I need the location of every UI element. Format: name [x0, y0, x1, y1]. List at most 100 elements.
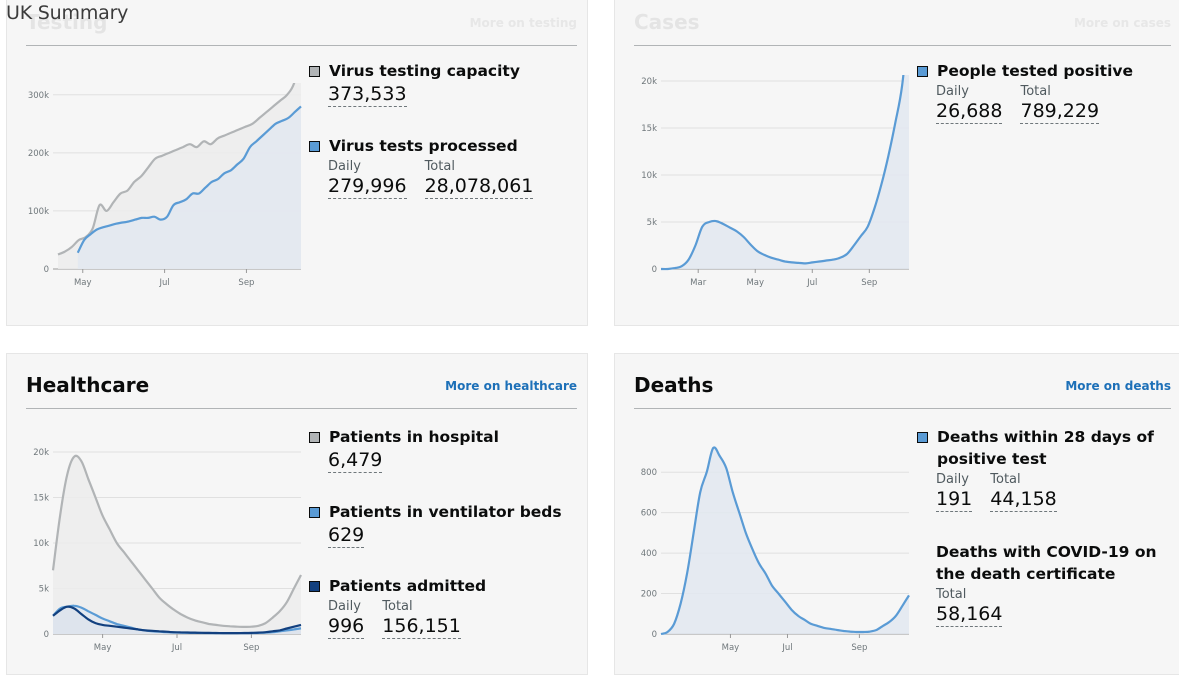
- deaths-x-tick-label: Jul: [781, 643, 792, 653]
- healthcare-x-tick-label: May: [94, 643, 112, 653]
- deaths-y-tick-label: 200: [641, 590, 657, 600]
- capacity-value[interactable]: 373,533: [328, 83, 407, 107]
- metric-virus-testing-capacity: Virus testing capacity 373,533: [309, 60, 520, 107]
- testing-title: Testing: [26, 10, 108, 34]
- metric-patients-admitted: Patients admitted Daily 996 Total 156,151: [309, 575, 486, 639]
- healthcare-y-tick-label: 0: [44, 630, 49, 640]
- ventilator-title: Patients in ventilator beds: [329, 503, 562, 521]
- testing-chart: 0 100k 200k 300k May Jul Sep: [28, 83, 302, 288]
- processed-total-value[interactable]: 28,078,061: [424, 175, 534, 199]
- healthcare-y-tick-label: 5k: [39, 585, 49, 595]
- admitted-title: Patients admitted: [329, 577, 487, 595]
- deaths-card-header: Deaths More on deaths: [634, 354, 1171, 409]
- healthcare-x-tick-label: Jul: [171, 643, 182, 653]
- processed-daily-value[interactable]: 279,996: [328, 175, 407, 199]
- testing-series-1-line: [76, 105, 302, 254]
- cases-legend-swatch: [917, 66, 928, 77]
- metric-patients-in-ventilator-beds: Patients in ventilator beds 629: [309, 501, 562, 548]
- testing-x-tick-label: Sep: [238, 278, 254, 288]
- admitted-total-value[interactable]: 156,151: [382, 615, 461, 639]
- cases-y-tick-label: 15k: [641, 124, 657, 134]
- deaths-series-0-area: [661, 447, 909, 634]
- cases-x-tick-label: May: [746, 278, 764, 288]
- cases-card-header: Cases More on cases: [634, 0, 1171, 46]
- admitted-total-label: Total: [382, 599, 413, 614]
- deaths-y-tick-label: 0: [652, 630, 657, 640]
- processed-total-label: Total: [424, 159, 455, 174]
- capacity-legend-swatch: [309, 66, 320, 77]
- deaths-y-tick-label: 800: [641, 468, 657, 478]
- testing-x-tick-label: May: [74, 278, 92, 288]
- admitted-legend-swatch: [309, 581, 320, 592]
- more-on-testing-link[interactable]: More on testing: [469, 16, 577, 30]
- cases-chart: 0 5k 10k 15k 20k Mar May Jul Sep: [641, 75, 909, 288]
- cases-y-tick-label: 5k: [647, 218, 657, 228]
- deaths-daily-label: Daily: [936, 472, 969, 487]
- certificate-total-label: Total: [936, 587, 967, 602]
- testing-series-1-area: [77, 106, 301, 270]
- deaths-legend-swatch: [917, 432, 928, 443]
- deaths-daily-value[interactable]: 191: [936, 488, 973, 512]
- deaths-series-0-line: [660, 446, 910, 636]
- testing-y-tick-label: 300k: [28, 91, 49, 101]
- more-on-cases-link[interactable]: More on cases: [1073, 16, 1171, 30]
- cases-total-value[interactable]: 789,229: [1020, 100, 1100, 124]
- testing-y-tick-label: 0: [44, 265, 49, 275]
- admitted-daily-value[interactable]: 996: [328, 615, 365, 639]
- cases-x-tick-label: Jul: [806, 278, 817, 288]
- cases-y-tick-label: 10k: [641, 171, 657, 181]
- healthcare-card: Healthcare More on healthcare 0 5k 10k 15k 2…: [6, 353, 588, 675]
- deaths-chart: 0 200 400 600 800 May Jul Sep: [641, 446, 910, 653]
- metric-patients-in-hospital: Patients in hospital 6,479: [309, 426, 499, 473]
- cases-y-tick-label: 20k: [641, 77, 657, 87]
- certificate-total-value[interactable]: 58,164: [936, 603, 1003, 627]
- healthcare-chart: 0 5k 10k 15k 20k May Jul Sep: [33, 448, 302, 653]
- page-title: UK Summary: [6, 2, 129, 24]
- testing-card: Testing More on testing 0 100k 200k 300k May…: [6, 0, 588, 326]
- deaths-card: Deaths More on deaths 0 200 400 600 800 May Ju…: [614, 353, 1179, 675]
- cases-daily-label: Daily: [936, 84, 969, 99]
- healthcare-series-0-area: [53, 455, 301, 634]
- healthcare-y-tick-label: 15k: [33, 494, 49, 504]
- deaths-y-tick-label: 400: [641, 549, 657, 559]
- cases-series-0-area: [661, 75, 909, 270]
- cases-card: Cases More on cases 0 5k 10k 15k 20k Mar May Ju…: [614, 0, 1179, 326]
- deaths-total-label: Total: [990, 472, 1021, 487]
- ventilator-value[interactable]: 629: [328, 524, 365, 548]
- deaths-title: Deaths: [634, 373, 714, 397]
- cases-daily-value[interactable]: 26,688: [936, 100, 1003, 124]
- hospital-title: Patients in hospital: [329, 428, 499, 446]
- capacity-title: Virus testing capacity: [329, 62, 520, 80]
- deaths-within28-title: Deaths within 28 days of positive test: [937, 428, 1154, 468]
- more-on-deaths-link[interactable]: More on deaths: [1065, 379, 1171, 393]
- cases-total-label: Total: [1020, 84, 1051, 99]
- healthcare-x-tick-label: Sep: [243, 643, 259, 653]
- deaths-certificate-title: Deaths with COVID-19 on the death certif…: [936, 543, 1157, 583]
- deaths-y-tick-label: 600: [641, 509, 657, 519]
- metric-deaths-death-certificate: Deaths with COVID-19 on the death certif…: [936, 541, 1176, 627]
- healthcare-y-tick-label: 10k: [33, 539, 49, 549]
- healthcare-series-0-line: [51, 454, 302, 628]
- testing-x-tick-label: Jul: [158, 278, 169, 288]
- more-on-healthcare-link[interactable]: More on healthcare: [445, 379, 577, 393]
- testing-card-header: Testing More on testing: [26, 0, 577, 46]
- admitted-daily-label: Daily: [328, 599, 361, 614]
- hospital-value[interactable]: 6,479: [328, 449, 383, 473]
- deaths-x-tick-label: Sep: [851, 643, 867, 653]
- healthcare-card-header: Healthcare More on healthcare: [26, 354, 577, 409]
- ventilator-legend-swatch: [309, 507, 320, 518]
- cases-title: Cases: [634, 10, 700, 34]
- healthcare-y-tick-label: 20k: [33, 448, 49, 458]
- healthcare-series-2-line: [52, 605, 302, 635]
- hospital-legend-swatch: [309, 432, 320, 443]
- cases-series-0-line: [660, 75, 905, 271]
- cases-x-tick-label: Mar: [690, 278, 707, 288]
- processed-legend-swatch: [309, 141, 320, 152]
- cases-y-tick-label: 0: [652, 265, 657, 275]
- metric-virus-tests-processed: Virus tests processed Daily 279,996 Total…: [309, 135, 534, 199]
- deaths-x-tick-label: May: [722, 643, 740, 653]
- processed-daily-label: Daily: [328, 159, 361, 174]
- deaths-total-value[interactable]: 44,158: [990, 488, 1057, 512]
- cases-positive-title: People tested positive: [937, 62, 1134, 80]
- metric-people-tested-positive: People tested positive Daily 26,688 Total…: [917, 60, 1133, 124]
